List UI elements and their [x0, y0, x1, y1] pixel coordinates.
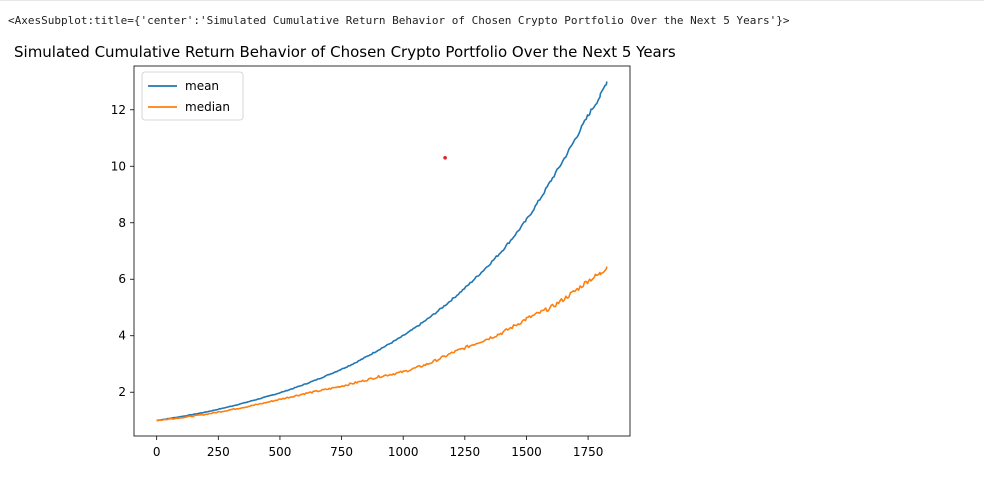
x-tick-label: 1750 [573, 445, 604, 459]
x-tick-label: 250 [207, 445, 230, 459]
x-tick-label: 750 [330, 445, 353, 459]
cell-output-text: <AxesSubplot:title={'center':'Simulated … [8, 14, 790, 27]
y-tick-label: 12 [111, 103, 126, 117]
legend-label-mean: mean [185, 79, 219, 93]
line-chart: Simulated Cumulative Return Behavior of … [14, 43, 676, 459]
marker-point [443, 155, 447, 160]
series-line-mean [156, 81, 608, 422]
y-tick-label: 4 [118, 329, 126, 343]
chart-container: Simulated Cumulative Return Behavior of … [0, 36, 984, 476]
plot-area: 0 250 500 750 1000 1250 1500 1750 2 4 6 8 10 12 mean me… [111, 65, 631, 459]
chart-title: Simulated Cumulative Return Behavior of … [14, 43, 676, 61]
axes-frame [133, 65, 631, 437]
y-tick-label: 2 [118, 385, 126, 399]
x-tick-label: 500 [268, 445, 291, 459]
x-tick-label: 1250 [450, 445, 481, 459]
legend-label-median: median [185, 100, 230, 114]
x-tick-label: 0 [153, 445, 161, 459]
y-tick-label: 6 [118, 272, 126, 286]
cell-top-border [0, 0, 984, 1]
x-tick-label: 1500 [511, 445, 542, 459]
legend-box [141, 71, 244, 121]
series-line-median [156, 266, 608, 422]
y-tick-label: 8 [118, 216, 126, 230]
x-tick-label: 1000 [388, 445, 419, 459]
y-tick-label: 10 [111, 159, 126, 173]
